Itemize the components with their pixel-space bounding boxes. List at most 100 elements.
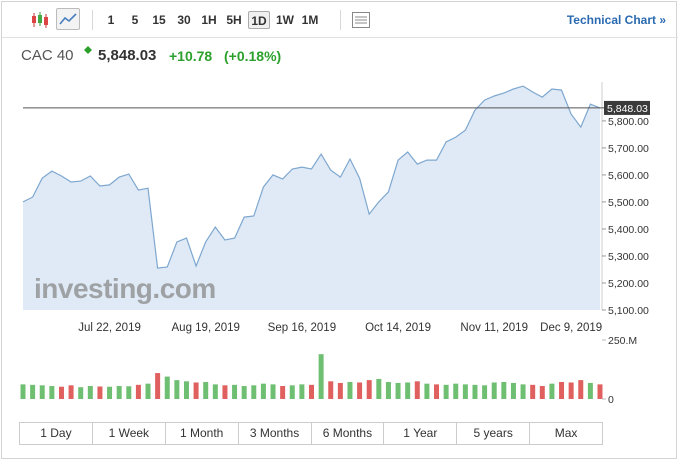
volume-bar xyxy=(337,382,343,399)
volume-bar xyxy=(135,384,141,399)
range-button[interactable]: 5 years xyxy=(456,423,529,444)
y-tick-label: 5,500.00 xyxy=(608,197,649,209)
volume-bar xyxy=(164,376,170,399)
volume-bar xyxy=(20,384,26,399)
volume-bar xyxy=(587,382,593,399)
candlestick-icon[interactable] xyxy=(30,11,50,29)
volume-bar xyxy=(366,380,372,399)
volume-bar xyxy=(309,384,314,399)
volume-bar xyxy=(568,382,574,399)
volume-bar xyxy=(299,384,305,399)
volume-bar xyxy=(520,384,526,399)
volume-bar xyxy=(97,386,103,399)
volume-bar xyxy=(357,382,363,399)
volume-bar xyxy=(289,385,295,399)
line-icon xyxy=(59,13,77,25)
watermark: investing.com xyxy=(34,273,216,304)
interval-button[interactable]: 5 xyxy=(131,13,139,27)
separator xyxy=(340,10,341,30)
volume-bar xyxy=(39,385,45,399)
x-tick-label: Nov 11, 2019 xyxy=(460,322,528,334)
symbol: CAC 40 xyxy=(21,47,74,64)
volume-bar xyxy=(549,383,555,399)
interval-button[interactable]: 1W xyxy=(276,13,294,27)
volume-bar xyxy=(328,381,334,399)
y-tick-label: 5,400.00 xyxy=(608,224,649,236)
volume-bar xyxy=(49,386,55,399)
range-button[interactable]: Max xyxy=(529,423,602,444)
volume-bar xyxy=(385,382,391,399)
interval-button[interactable]: 1D xyxy=(248,11,270,29)
volume-bar xyxy=(376,378,382,399)
separator xyxy=(92,10,93,30)
x-tick-label: Jul 22, 2019 xyxy=(78,322,141,334)
volume-bar xyxy=(443,384,449,399)
volume-bar xyxy=(424,383,430,399)
interval-button[interactable]: 30 xyxy=(177,13,191,27)
up-arrow xyxy=(84,46,92,54)
volume-bar xyxy=(260,383,266,399)
volume-bar xyxy=(578,380,584,399)
volume-bar xyxy=(491,382,497,399)
volume-bar xyxy=(126,386,132,399)
range-button[interactable]: 1 Day xyxy=(40,426,72,440)
volume-bar xyxy=(559,382,565,399)
volume-bar xyxy=(222,385,228,399)
volume-bar xyxy=(501,382,507,399)
toolbar: 1 5 15 30 1H 5H 1D 1W 1M Technical Chart » xyxy=(2,2,678,38)
volume-bar xyxy=(597,384,603,399)
y-tick-label: 250.M xyxy=(608,335,637,347)
last-price: 5,848.03 xyxy=(98,47,157,64)
range-button[interactable]: 1 Year xyxy=(383,423,456,444)
interval-button[interactable]: 15 xyxy=(152,13,166,27)
y-tick-label: 5,800.00 xyxy=(608,116,649,128)
chart: investing.com 5,100.00 5,200.00 5,300.00 5,4… xyxy=(20,82,650,406)
y-tick-label: 0 xyxy=(608,394,614,406)
interval-button[interactable]: 1H xyxy=(201,13,217,27)
volume-bar xyxy=(280,386,286,399)
last-price-label: 5,848.03 xyxy=(607,103,648,115)
table-icon[interactable] xyxy=(351,11,371,29)
technical-chart-link[interactable]: Technical Chart » xyxy=(566,13,666,27)
volume-bar xyxy=(270,384,276,399)
volume-bar xyxy=(395,382,401,399)
area-fill xyxy=(23,86,600,310)
volume-bar xyxy=(347,382,353,399)
volume-bar xyxy=(472,384,478,399)
volume-bar xyxy=(212,384,218,399)
volume-bar xyxy=(58,386,64,399)
y-tick-label: 5,300.00 xyxy=(608,251,649,263)
interval-button[interactable]: 1 xyxy=(107,13,115,27)
volume-bar xyxy=(193,382,199,399)
volume-bar xyxy=(145,383,151,399)
volume-bar xyxy=(116,386,122,399)
volume-bar xyxy=(482,385,488,399)
volume-bar xyxy=(155,373,161,399)
interval-button[interactable]: 5H xyxy=(226,13,242,27)
range-button[interactable]: 6 Months xyxy=(310,423,384,444)
last-price-tag xyxy=(604,100,650,115)
volume-bar xyxy=(539,386,545,399)
change-percent: (+0.18%) xyxy=(224,48,282,64)
y-tick-label: 5,200.00 xyxy=(608,278,649,290)
line-chart-button[interactable] xyxy=(56,8,80,30)
volume-bar xyxy=(241,386,247,399)
y-tick-label: 5,700.00 xyxy=(608,143,649,155)
y-tick-label: 5,100.00 xyxy=(608,305,649,317)
interval-button[interactable]: 1M xyxy=(301,13,319,27)
volume-bar xyxy=(107,386,113,399)
volume-bar xyxy=(87,386,93,399)
volume-bar xyxy=(318,354,324,399)
range-button[interactable]: 3 Months xyxy=(237,423,311,444)
volume-bar xyxy=(530,384,536,399)
volume-bar xyxy=(251,385,257,399)
x-tick-label: Dec 9, 2019 xyxy=(540,322,602,334)
y-tick-label: 5,600.00 xyxy=(608,170,649,182)
range-button[interactable]: 1 Month xyxy=(164,423,238,444)
volume-bar xyxy=(453,383,459,399)
range-button[interactable]: 1 Week xyxy=(91,423,165,444)
volume-bar xyxy=(203,382,209,399)
volume-bar xyxy=(510,382,516,399)
volume-bar xyxy=(30,384,36,399)
